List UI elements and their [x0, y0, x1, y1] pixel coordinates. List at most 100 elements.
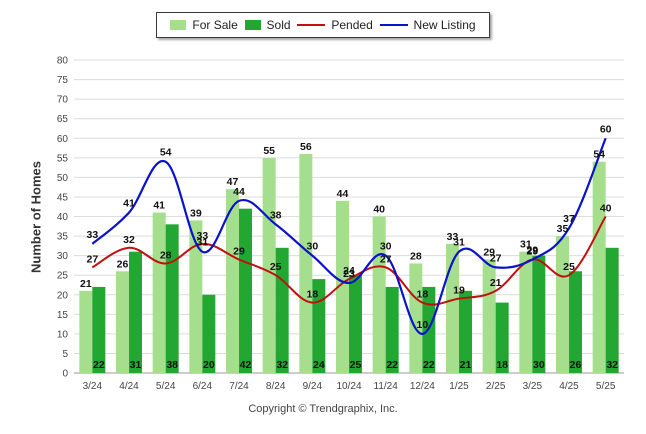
- x-tick-label: 8/24: [266, 381, 286, 392]
- data-label-new-listing: 29: [526, 245, 538, 257]
- chart-legend: For Sale Sold Pended New Listing: [156, 12, 490, 38]
- legend-swatch-for-sale: [170, 20, 187, 30]
- data-label-pended: 25: [270, 261, 282, 273]
- copyright-text: Copyright © Trendgraphix, Inc.: [248, 403, 398, 415]
- y-tick-label: 0: [62, 369, 68, 380]
- bar-sold: [165, 224, 179, 373]
- data-label-pended: 25: [563, 261, 575, 273]
- data-label-pended: 19: [453, 285, 465, 297]
- data-label-new-listing: 37: [563, 213, 575, 225]
- data-label-for-sale: 41: [153, 200, 165, 212]
- data-label-pended: 24: [343, 265, 355, 277]
- bar-sold: [202, 294, 216, 373]
- data-label-pended: 18: [306, 289, 318, 301]
- data-label-new-listing: 31: [453, 237, 465, 249]
- legend-swatch-sold: [244, 20, 261, 30]
- legend-label-for-sale: For Sale: [192, 18, 238, 32]
- bar-sold: [569, 271, 582, 373]
- x-tick-label: 10/24: [336, 381, 361, 392]
- bar-sold: [129, 251, 142, 373]
- data-label-pended: 29: [526, 246, 538, 258]
- data-label-sold: 21: [460, 359, 472, 371]
- data-label-sold: 26: [570, 359, 582, 371]
- x-tick-label: 9/24: [303, 381, 323, 392]
- data-label-pended: 29: [233, 246, 245, 258]
- bar-for-sale: [519, 251, 533, 373]
- data-label-pended: 18: [416, 289, 428, 301]
- data-label-for-sale: 31: [520, 239, 532, 251]
- data-label-sold: 30: [533, 359, 545, 371]
- legend-label-pended: Pended: [331, 18, 373, 32]
- data-label-for-sale: 21: [80, 278, 92, 290]
- y-tick-label: 60: [57, 134, 69, 145]
- data-label-sold: 22: [93, 359, 105, 371]
- y-tick-label: 40: [57, 212, 69, 223]
- y-tick-label: 55: [57, 153, 69, 164]
- data-label-new-listing: 23: [343, 268, 355, 280]
- data-label-new-listing: 30: [306, 241, 318, 253]
- y-tick-label: 10: [57, 329, 69, 340]
- x-tick-label: 5/24: [156, 381, 176, 392]
- x-tick-label: 4/24: [119, 381, 139, 392]
- x-tick-label: 2/25: [486, 381, 506, 392]
- bar-sold: [275, 247, 289, 373]
- bar-for-sale: [152, 212, 166, 373]
- legend-item-pended: Pended: [297, 18, 373, 32]
- line-new-listing: [91, 137, 607, 335]
- data-label-new-listing: 38: [270, 209, 282, 221]
- data-label-new-listing: 10: [416, 319, 428, 331]
- data-label-for-sale: 55: [263, 145, 275, 157]
- y-tick-label: 50: [57, 173, 69, 184]
- y-tick-label: 20: [57, 290, 69, 301]
- data-label-for-sale: 40: [373, 204, 385, 216]
- data-label-pended: 21: [490, 277, 502, 289]
- data-label-sold: 22: [423, 359, 435, 371]
- bar-for-sale: [336, 200, 349, 373]
- data-label-sold: 38: [166, 359, 178, 371]
- bar-sold: [385, 286, 399, 373]
- data-label-new-listing: 31: [196, 237, 208, 249]
- bar-for-sale: [556, 236, 569, 373]
- y-tick-label: 35: [57, 232, 69, 243]
- data-label-for-sale: 28: [410, 250, 422, 262]
- data-label-for-sale: 47: [227, 176, 239, 188]
- data-label-pended: 27: [380, 253, 392, 265]
- y-tick-label: 30: [57, 251, 69, 262]
- x-tick-label: 6/24: [193, 381, 213, 392]
- data-label-for-sale: 44: [337, 188, 349, 200]
- data-label-for-sale: 33: [447, 231, 459, 243]
- y-tick-label: 25: [57, 271, 69, 282]
- bar-for-sale: [299, 153, 313, 373]
- bar-sold: [459, 290, 472, 373]
- data-label-pended: 33: [196, 230, 208, 242]
- bar-for-sale: [116, 271, 129, 373]
- bar-for-sale: [482, 259, 496, 373]
- bar-for-sale: [262, 157, 276, 373]
- legend-swatch-new-listing: [379, 24, 408, 26]
- x-tick-label: 7/24: [229, 381, 249, 392]
- bar-for-sale: [446, 243, 459, 373]
- y-tick-label: 70: [57, 95, 69, 106]
- bar-for-sale: [79, 290, 93, 373]
- y-tick-label: 15: [57, 310, 69, 321]
- data-label-new-listing: 33: [86, 229, 98, 241]
- y-tick-label: 80: [57, 56, 69, 67]
- bar-for-sale: [226, 189, 239, 373]
- bar-sold: [495, 302, 509, 373]
- legend-item-sold: Sold: [244, 18, 291, 32]
- bar-for-sale: [409, 263, 423, 373]
- data-label-pended: 40: [600, 203, 612, 215]
- data-label-for-sale: 56: [300, 141, 312, 153]
- legend-item-for-sale: For Sale: [170, 18, 238, 32]
- y-tick-label: 5: [62, 349, 68, 360]
- data-label-sold: 42: [240, 359, 252, 371]
- x-tick-label: 4/25: [559, 381, 579, 392]
- x-tick-label: 11/24: [374, 381, 399, 392]
- data-label-new-listing: 54: [160, 147, 172, 159]
- data-label-for-sale: 29: [483, 247, 495, 259]
- data-label-sold: 25: [350, 359, 362, 371]
- legend-swatch-pended: [297, 24, 326, 26]
- legend-label-new-listing: New Listing: [413, 18, 476, 32]
- bar-sold: [349, 275, 362, 373]
